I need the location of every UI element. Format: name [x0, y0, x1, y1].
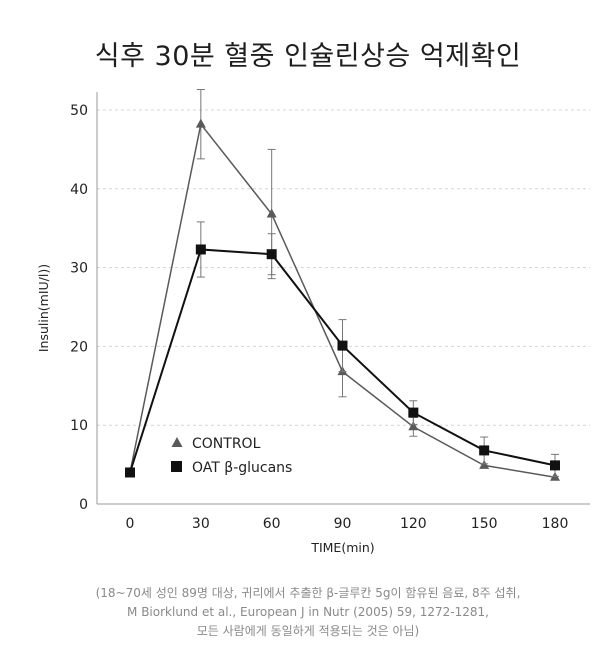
legend-control-marker [171, 437, 183, 447]
data-point [125, 467, 135, 478]
x-axis-label: TIME(min) [310, 540, 374, 555]
x-tick-label: 150 [471, 516, 498, 532]
x-tick-label: 120 [400, 516, 427, 532]
data-point [550, 460, 560, 471]
y-tick-label: 0 [79, 497, 88, 513]
x-tick-label: 60 [263, 516, 281, 532]
caption-line: (18~70세 성인 89명 대상, 귀리에서 추출한 β-글루칸 5g이 함유… [95, 586, 521, 600]
y-tick-label: 20 [70, 339, 88, 355]
data-point [195, 244, 206, 255]
legend: CONTROL OAT β-glucans [171, 436, 292, 476]
data-point [337, 340, 348, 351]
caption-line: 모든 사람에게 동일하게 적용되는 것은 아님) [196, 624, 420, 638]
data-point [408, 407, 419, 418]
y-tick-label: 30 [70, 261, 88, 277]
data-point [195, 118, 206, 128]
axes [96, 92, 590, 505]
legend-control-label: CONTROL [192, 436, 261, 452]
series-line [129, 122, 556, 478]
data-point [266, 208, 277, 218]
x-tick-label: 30 [192, 516, 210, 532]
series-layer [125, 89, 560, 481]
y-tick-label: 10 [70, 418, 88, 434]
series-oat-beta-glucans [125, 221, 560, 478]
source-caption: (18~70세 성인 89명 대상, 귀리에서 추출한 β-글루칸 5g이 함유… [0, 584, 616, 641]
x-tick-label: 180 [542, 516, 569, 532]
data-point [479, 459, 490, 469]
chart-title: 식후 30분 혈중 인슐린상승 억제확인 [94, 41, 522, 72]
legend-oat-label: OAT β-glucans [192, 460, 292, 476]
data-point [408, 421, 419, 431]
x-tick-labels: 0 30 60 90 120 150 180 [126, 516, 569, 532]
x-tick-label: 0 [126, 516, 135, 532]
y-tick-labels: 0 10 20 30 40 50 [70, 103, 88, 513]
data-point [266, 249, 277, 260]
caption-line: M Biorklund et al., European J in Nutr (… [127, 605, 489, 619]
x-tick-label: 90 [334, 516, 352, 532]
y-tick-label: 50 [70, 103, 88, 119]
legend-oat-marker [171, 461, 182, 472]
y-tick-label: 40 [70, 182, 88, 198]
y-axis-label: Insulin(mIU/l)) [36, 264, 51, 352]
data-point [479, 445, 490, 456]
